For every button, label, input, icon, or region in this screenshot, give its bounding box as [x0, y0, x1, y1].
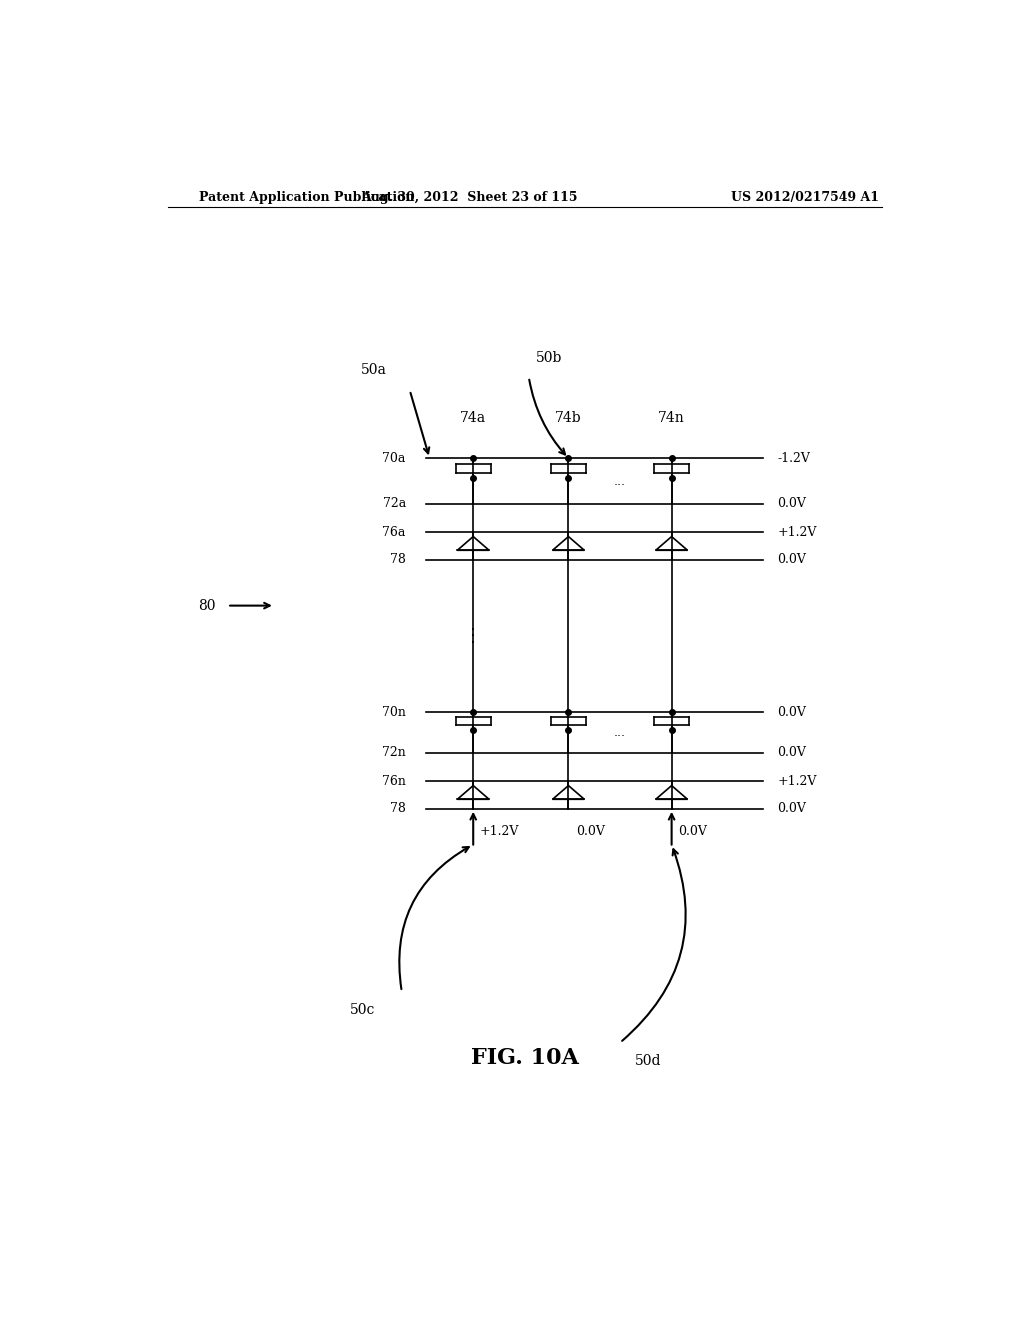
Text: 76a: 76a [382, 525, 406, 539]
Text: 76n: 76n [382, 775, 406, 788]
Text: 0.0V: 0.0V [777, 553, 806, 566]
Text: 74n: 74n [658, 411, 685, 425]
Text: 0.0V: 0.0V [777, 706, 806, 719]
Text: ...: ... [614, 475, 626, 487]
Text: Patent Application Publication: Patent Application Publication [200, 190, 415, 203]
Text: 72n: 72n [382, 747, 406, 759]
Text: 0.0V: 0.0V [777, 803, 806, 816]
Text: +1.2V: +1.2V [777, 525, 816, 539]
Text: 80: 80 [198, 598, 215, 612]
Text: 50c: 50c [349, 1003, 375, 1018]
Text: 78: 78 [390, 553, 406, 566]
Text: ⋮: ⋮ [464, 627, 482, 645]
Text: 0.0V: 0.0V [678, 825, 707, 838]
Text: US 2012/0217549 A1: US 2012/0217549 A1 [731, 190, 880, 203]
Text: 74b: 74b [555, 411, 582, 425]
Text: 0.0V: 0.0V [777, 498, 806, 511]
Text: +1.2V: +1.2V [777, 775, 816, 788]
Text: +1.2V: +1.2V [479, 825, 519, 838]
Text: 74a: 74a [460, 411, 486, 425]
Text: 78: 78 [390, 803, 406, 816]
Text: 70a: 70a [382, 451, 406, 465]
Text: FIG. 10A: FIG. 10A [471, 1047, 579, 1069]
Text: 50b: 50b [536, 351, 562, 364]
Text: 70n: 70n [382, 706, 406, 719]
Text: Aug. 30, 2012  Sheet 23 of 115: Aug. 30, 2012 Sheet 23 of 115 [361, 190, 578, 203]
Text: 0.0V: 0.0V [777, 747, 806, 759]
Text: 0.0V: 0.0V [577, 825, 605, 838]
Text: ...: ... [614, 726, 626, 739]
Text: 50a: 50a [361, 363, 387, 376]
Text: 50d: 50d [635, 1053, 662, 1068]
Text: -1.2V: -1.2V [777, 451, 810, 465]
Text: 72a: 72a [383, 498, 406, 511]
